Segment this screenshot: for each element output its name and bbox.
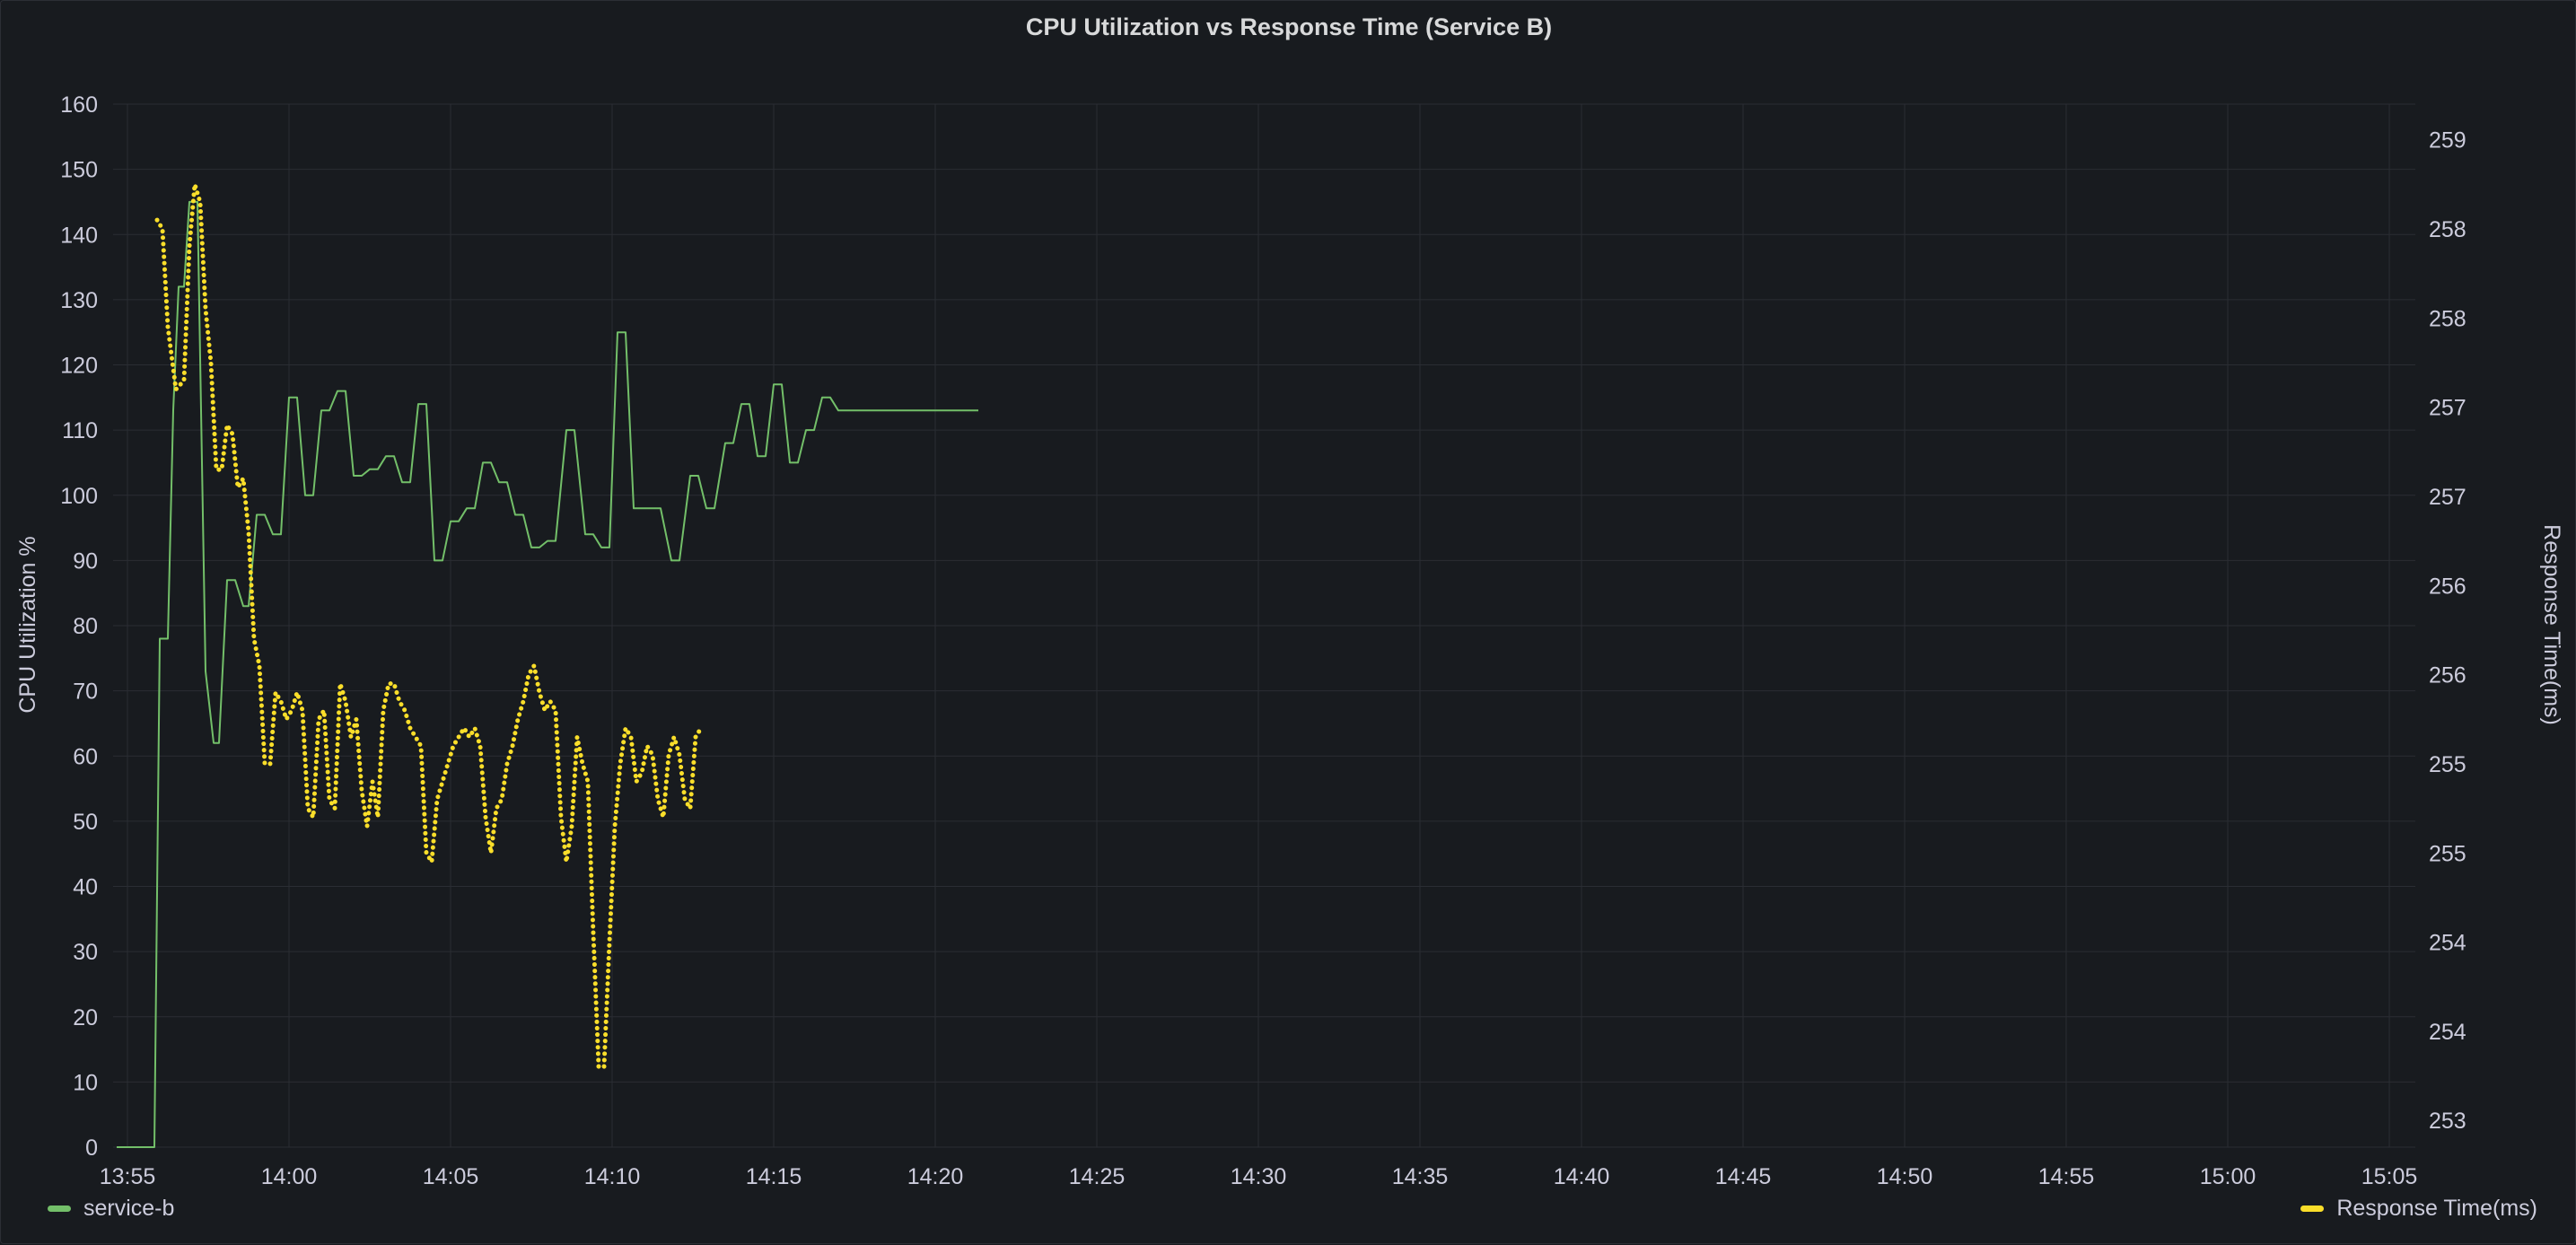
y-right-tick-label: 256	[2429, 574, 2466, 599]
y-left-tick-label: 40	[73, 875, 98, 900]
x-tick-label: 14:50	[1877, 1164, 1933, 1189]
y-axis-right: 259 258 258 257 257 256 256 255 255 254 254 253	[2429, 128, 2466, 1134]
x-tick-label: 14:20	[907, 1164, 964, 1189]
y-left-tick-label: 20	[73, 1005, 98, 1030]
y-right-tick-label: 258	[2429, 217, 2466, 242]
y-left-tick-label: 0	[85, 1135, 98, 1161]
y-right-tick-label: 258	[2429, 306, 2466, 331]
y-right-tick-label: 253	[2429, 1109, 2466, 1134]
legend-label-service-b: service-b	[83, 1195, 175, 1221]
y-left-tick-label: 130	[60, 288, 98, 313]
x-tick-label: 14:35	[1392, 1164, 1449, 1189]
legend-item-service-b[interactable]: service-b	[48, 1195, 174, 1222]
panel-title: CPU Utilization vs Response Time (Servic…	[1025, 13, 1553, 40]
y-left-tick-label: 120	[60, 354, 98, 379]
y-right-tick-label: 255	[2429, 841, 2466, 866]
x-tick-label: 14:45	[1715, 1164, 1772, 1189]
y-left-tick-label: 100	[60, 484, 98, 509]
y-right-tick-label: 257	[2429, 485, 2466, 510]
y-right-tick-label: 254	[2429, 931, 2466, 956]
y-axis-left: 0 10 20 30 40 50 60 70 80 90 100 110 120 130 140 150 160	[60, 92, 98, 1161]
y-left-tick-label: 140	[60, 223, 98, 248]
x-tick-label: 14:25	[1069, 1164, 1126, 1189]
y-right-tick-label: 256	[2429, 663, 2466, 688]
x-tick-label: 14:30	[1231, 1164, 1287, 1189]
legend-swatch-service-b	[48, 1205, 71, 1212]
y-left-tick-label: 50	[73, 810, 98, 835]
y-left-tick-label: 10	[73, 1070, 98, 1095]
legend-swatch-response-time	[2300, 1205, 2325, 1212]
legend-label-response-time: Response Time(ms)	[2336, 1195, 2537, 1221]
grid	[113, 103, 2415, 1148]
x-tick-label: 14:15	[746, 1164, 802, 1189]
y-left-tick-label: 110	[62, 418, 98, 443]
x-tick-label: 15:00	[2200, 1164, 2256, 1189]
y-left-tick-label: 150	[60, 158, 98, 183]
x-tick-label: 14:40	[1554, 1164, 1610, 1189]
y-left-tick-label: 30	[73, 940, 98, 965]
series-line-response-time	[154, 181, 704, 1070]
y-axis-left-title: CPU Utilization %	[15, 536, 40, 713]
series-line-service-b	[117, 200, 978, 1148]
legend-item-response-time[interactable]: Response Time(ms)	[2300, 1195, 2537, 1222]
y-right-tick-label: 255	[2429, 752, 2466, 777]
y-right-tick-label: 254	[2429, 1020, 2466, 1045]
y-left-tick-label: 90	[73, 548, 98, 574]
x-tick-label: 14:05	[423, 1164, 479, 1189]
y-right-tick-label: 259	[2429, 128, 2466, 153]
x-tick-label: 13:55	[100, 1164, 156, 1189]
y-axis-right-title: Response Time(ms)	[2539, 524, 2564, 725]
series-layer	[117, 181, 978, 1148]
y-left-tick-label: 160	[60, 92, 98, 118]
x-tick-label: 14:00	[261, 1164, 318, 1189]
x-tick-label: 14:55	[2038, 1164, 2095, 1189]
y-left-tick-label: 70	[73, 679, 98, 705]
x-tick-label: 15:05	[2361, 1164, 2418, 1189]
y-right-tick-label: 257	[2429, 396, 2466, 421]
x-axis: 13:55 14:00 14:05 14:10 14:15 14:20 14:25 14:30…	[100, 1164, 2418, 1189]
y-left-tick-label: 80	[73, 614, 98, 639]
x-tick-label: 14:10	[584, 1164, 641, 1189]
y-left-tick-label: 60	[73, 744, 98, 769]
